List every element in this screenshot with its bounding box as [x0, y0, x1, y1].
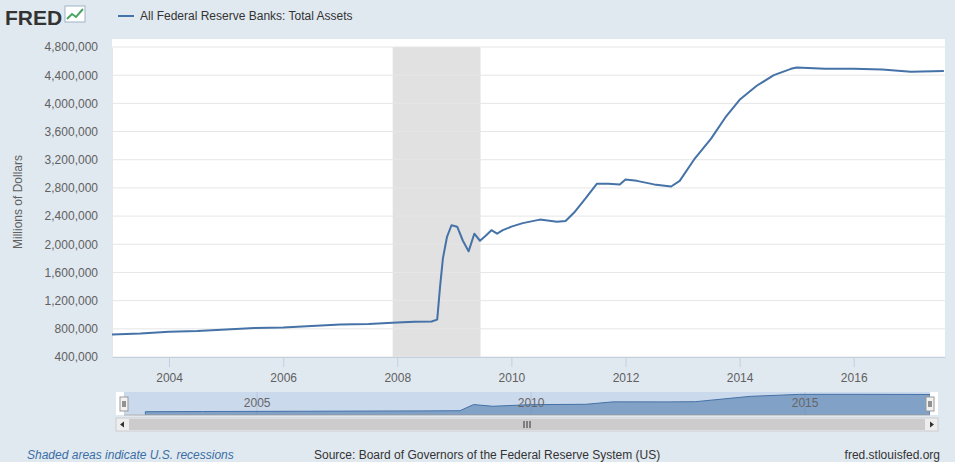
x-tick: 2010 [499, 357, 526, 385]
x-tick-mark [740, 357, 741, 367]
grid-line [112, 244, 945, 245]
y-tick-label: 4,400,000 [45, 69, 99, 83]
y-tick-label: 2,800,000 [45, 181, 99, 195]
x-tick-label: 2004 [156, 371, 183, 385]
source: Source: Board of Governors of the Federa… [314, 448, 660, 462]
grid [112, 47, 945, 357]
y-axis-line [112, 48, 113, 358]
x-tick-mark [625, 357, 626, 367]
navigator-background [116, 392, 938, 415]
x-tick: 2008 [384, 357, 411, 385]
grid-line [112, 300, 945, 301]
y-tick-label: 2,400,000 [45, 209, 99, 223]
y-tick-label: 400,000 [55, 350, 99, 364]
x-tick: 2004 [156, 357, 183, 385]
grid-line [112, 47, 945, 48]
navigator-selection [124, 392, 930, 415]
grid-line [112, 159, 945, 160]
y-axis: 400,000 800,000 1,200,000 1,600,000 2,000,00… [45, 40, 113, 364]
x-tick-label: 2016 [841, 371, 868, 385]
x-tick-mark [169, 357, 170, 367]
y-tick-label: 1,600,000 [45, 266, 99, 280]
y-tick: 3,200,000 [45, 153, 112, 167]
y-tick-label: 4,000,000 [45, 97, 99, 111]
grid-line [112, 216, 945, 217]
navigator-handle [120, 397, 128, 411]
x-tick-label: 2008 [384, 371, 411, 385]
y-tick: 1,600,000 [45, 266, 112, 280]
y-tick: 1,200,000 [45, 294, 112, 308]
footnote: Shaded areas indicate U.S. recessions [27, 448, 234, 462]
recession-shade [393, 47, 481, 357]
grid-line [112, 103, 945, 104]
navigator-tick-label: 2005 [244, 396, 271, 410]
x-tick-label: 2006 [270, 371, 297, 385]
navigator-axis-line [124, 415, 930, 416]
series-group [112, 67, 944, 334]
url: fred.stlouisfed.org [845, 448, 940, 462]
x-tick-mark [511, 357, 512, 367]
background [0, 0, 955, 462]
y-tick-label: 1,200,000 [45, 294, 99, 308]
y-tick-label: 3,600,000 [45, 125, 99, 139]
x-tick: 2006 [270, 357, 297, 385]
grid-line [112, 131, 945, 132]
y-tick: 400,000 [55, 350, 112, 364]
x-axis-line [113, 357, 946, 358]
y-tick: 2,000,000 [45, 238, 112, 252]
y-tick-label: 3,200,000 [45, 153, 99, 167]
x-axis: 2004 2006 2008 2010 2012 2014 2016 [113, 357, 946, 385]
navigator-series-group [145, 392, 930, 415]
y-tick: 4,400,000 [45, 69, 112, 83]
x-tick-mark [854, 357, 855, 367]
y-tick: 800,000 [55, 322, 112, 336]
x-tick: 2012 [613, 357, 640, 385]
navigator-area [145, 394, 930, 415]
legend: All Federal Reserve Banks: Total Assets [118, 9, 353, 23]
x-tick-label: 2010 [499, 371, 526, 385]
x-tick: 2014 [727, 357, 754, 385]
y-tick: 4,000,000 [45, 97, 112, 111]
y-tick-label: 4,800,000 [45, 40, 99, 54]
navigator-tick-label: 2010 [518, 396, 545, 410]
navigator-tick-label: 2015 [792, 396, 819, 410]
grid-line [112, 272, 945, 273]
y-axis-title: Millions of Dollars [11, 155, 25, 249]
logo: FRED [5, 6, 62, 29]
series-line [112, 67, 944, 334]
x-tick-label: 2012 [613, 371, 640, 385]
y-tick: 2,400,000 [45, 209, 112, 223]
x-tick-label: 2014 [727, 371, 754, 385]
legend-swatch [118, 15, 134, 17]
logo-icon [65, 6, 85, 22]
grid-line [112, 187, 945, 188]
y-tick-label: 2,000,000 [45, 238, 99, 252]
x-tick-mark [397, 357, 398, 367]
legend-label: All Federal Reserve Banks: Total Assets [140, 9, 353, 23]
grid-line [112, 357, 945, 358]
scrollbar [116, 418, 938, 431]
grid-line [112, 75, 945, 76]
plot-background [112, 39, 945, 357]
x-tick-mark [283, 357, 284, 367]
shaded-ranges [393, 47, 481, 357]
y-tick: 2,800,000 [45, 181, 112, 195]
x-tick: 2016 [841, 357, 868, 385]
y-tick: 4,800,000 [45, 40, 112, 54]
y-tick: 3,600,000 [45, 125, 112, 139]
y-tick-label: 800,000 [55, 322, 99, 336]
navigator-handle [926, 397, 934, 411]
